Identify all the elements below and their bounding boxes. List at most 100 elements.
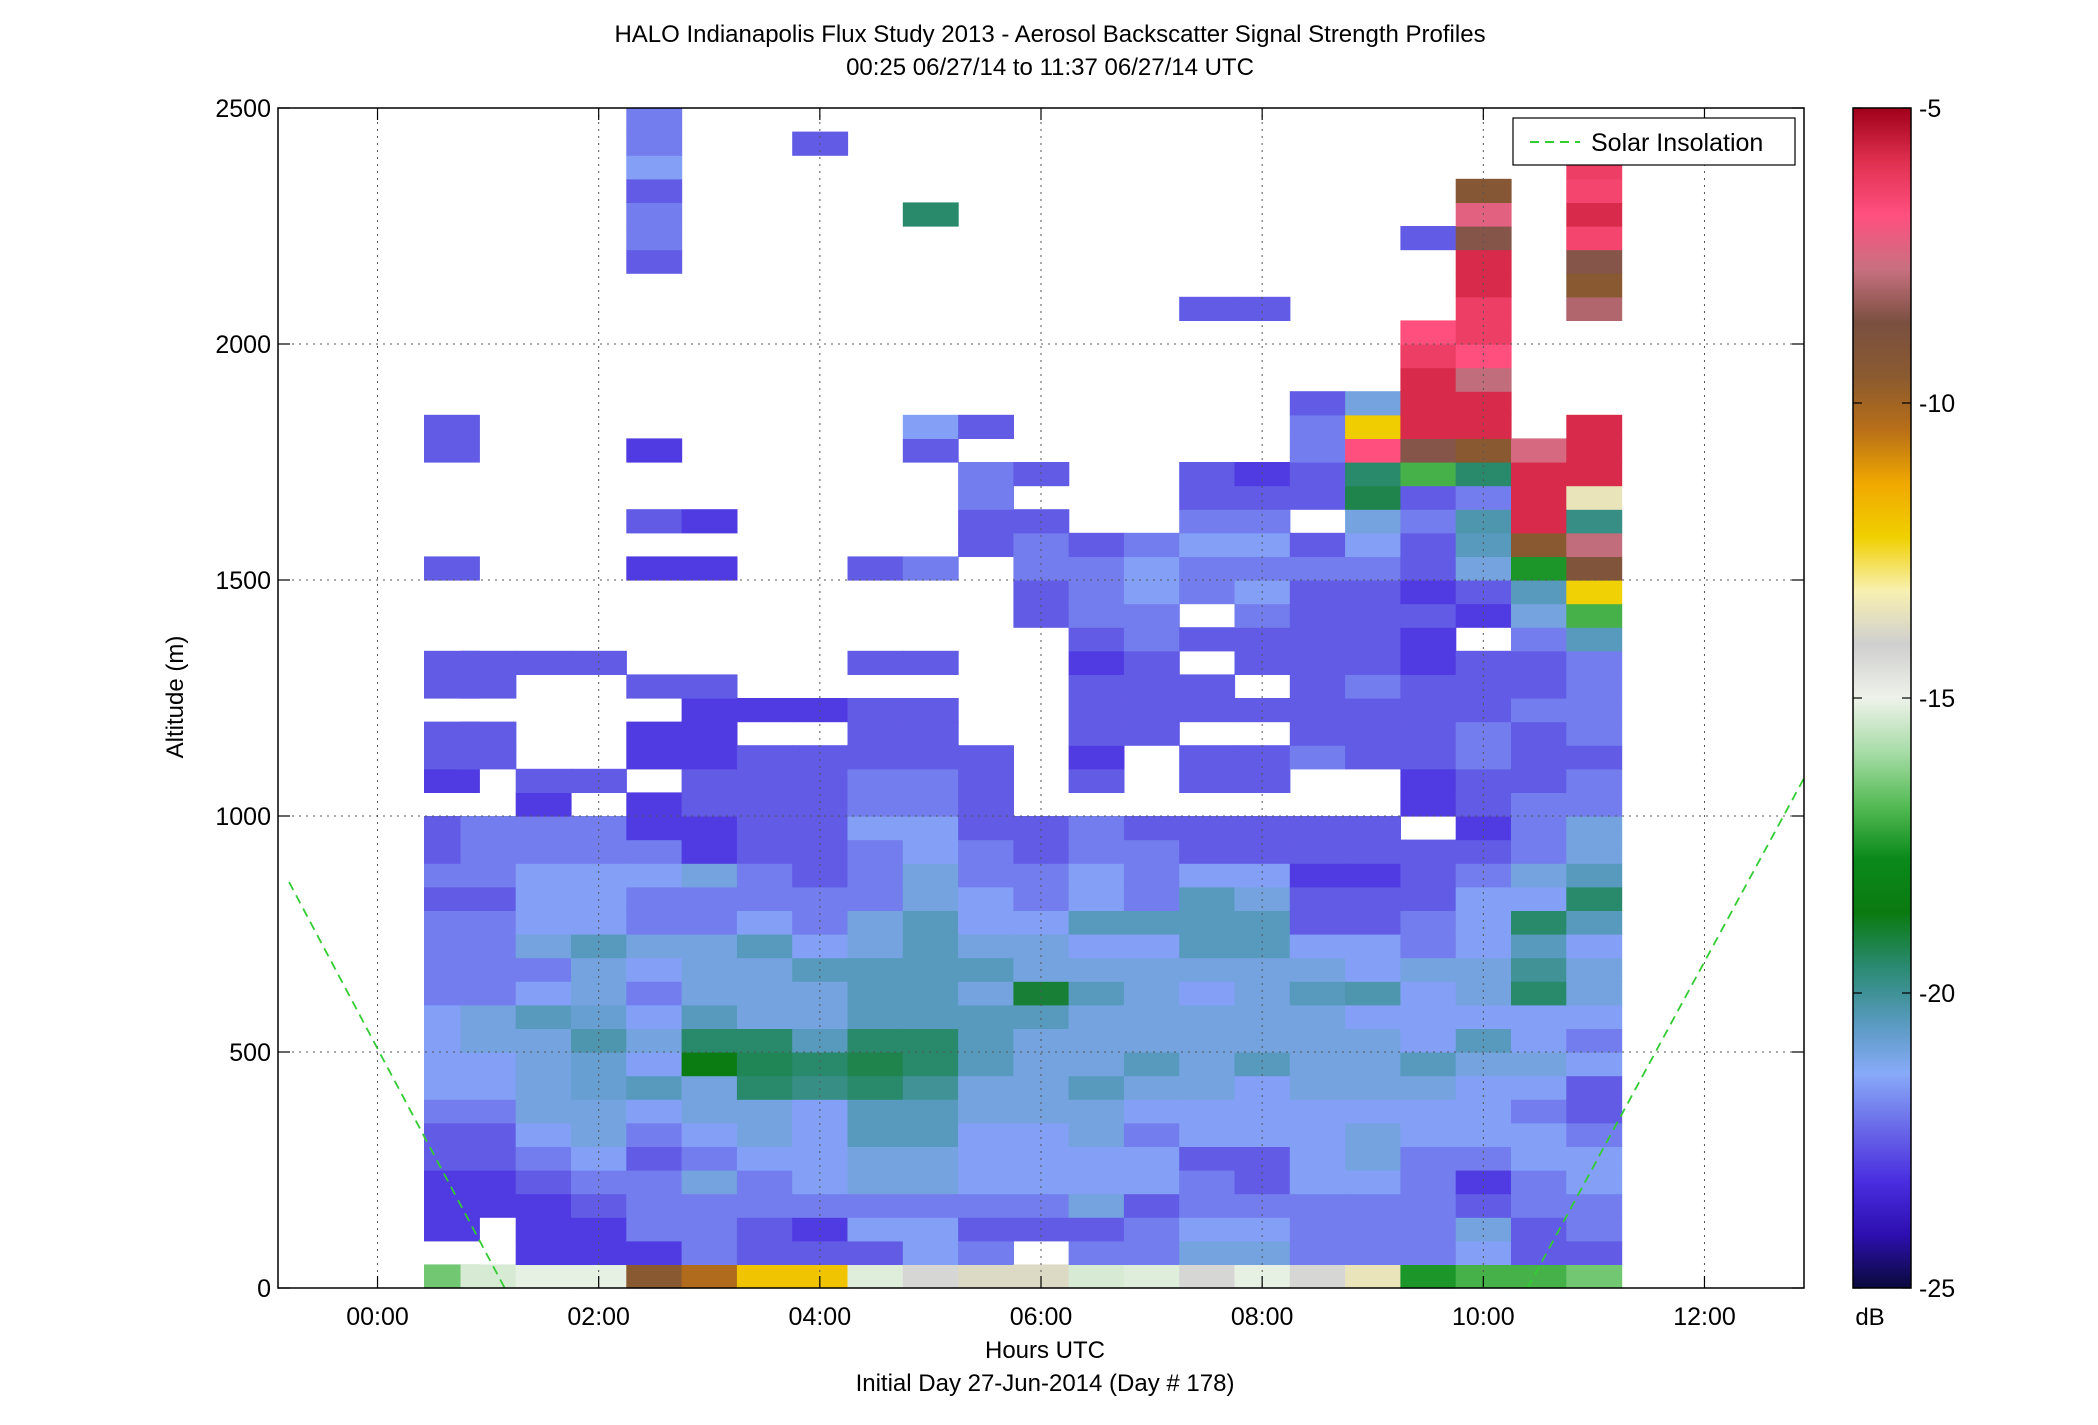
heatmap-cell: [1123, 627, 1180, 652]
heatmap-cell: [1013, 1170, 1070, 1195]
heatmap-cell: [681, 886, 738, 911]
heatmap-cell: [1068, 816, 1125, 841]
heatmap-cell: [1289, 391, 1346, 416]
heatmap-cell: [626, 131, 683, 156]
heatmap-cell: [1123, 1193, 1180, 1218]
heatmap-cell: [1179, 934, 1236, 959]
heatmap-cell: [1566, 532, 1623, 557]
heatmap-cell: [1068, 674, 1125, 699]
heatmap-cell: [1123, 580, 1180, 605]
heatmap-cell: [1289, 981, 1346, 1006]
heatmap-cell: [626, 1052, 683, 1077]
heatmap-cell: [1123, 674, 1180, 699]
x-tick-label: 02:00: [567, 1303, 630, 1331]
heatmap-cell: [1455, 745, 1512, 770]
heatmap-cell: [958, 462, 1014, 487]
heatmap-cell: [1345, 816, 1401, 841]
heatmap-cell: [1123, 839, 1180, 864]
heatmap-cell: [571, 1170, 627, 1195]
heatmap-cell: [626, 863, 683, 888]
heatmap-cell: [1289, 1240, 1346, 1265]
heatmap-cell: [1566, 650, 1623, 675]
heatmap-cell: [515, 957, 572, 982]
heatmap-cell: [515, 792, 572, 817]
heatmap-cell: [1511, 462, 1567, 487]
heatmap-cell: [958, 1264, 1014, 1289]
heatmap-cell: [847, 745, 904, 770]
heatmap-cell: [515, 1170, 572, 1195]
heatmap-cell: [1013, 556, 1070, 581]
heatmap-cell: [1345, 1240, 1401, 1265]
heatmap-cell: [1289, 957, 1346, 982]
heatmap-cell: [958, 509, 1014, 534]
heatmap-cell: [1289, 556, 1346, 581]
heatmap-cell: [1068, 721, 1125, 746]
heatmap-cell: [792, 981, 849, 1006]
heatmap-cell: [1566, 296, 1623, 321]
heatmap-cell: [1511, 674, 1567, 699]
heatmap-cell: [1234, 1193, 1291, 1218]
heatmap-cell: [1345, 1122, 1401, 1147]
solar-insolation-series: [288, 777, 1805, 1289]
heatmap-cell: [1400, 957, 1457, 982]
heatmap-cell: [1289, 580, 1346, 605]
heatmap-cell: [1013, 934, 1070, 959]
colorbar-ticks: -25 -20 -15 -10 -5: [1853, 95, 1955, 1303]
heatmap-cell: [958, 1240, 1014, 1265]
heatmap-cell: [958, 981, 1014, 1006]
heatmap-cell: [847, 1004, 904, 1029]
heatmap-cell: [1400, 580, 1457, 605]
heatmap-cell: [1400, 414, 1457, 439]
heatmap-cell: [902, 863, 959, 888]
x-tick-label: 04:00: [789, 1303, 852, 1331]
heatmap-cell: [1566, 1264, 1623, 1289]
heatmap-cell: [1123, 650, 1180, 675]
heatmap-cell: [1400, 650, 1457, 675]
heatmap-cell: [1400, 344, 1457, 369]
heatmap-cell: [736, 1146, 793, 1171]
heatmap-cell: [1068, 1217, 1125, 1242]
heatmap-cell: [1179, 580, 1236, 605]
heatmap-cell: [902, 414, 959, 439]
heatmap-cell: [1566, 1052, 1623, 1077]
heatmap-cell: [626, 792, 683, 817]
heatmap-cell: [515, 1217, 572, 1242]
heatmap-cell: [1455, 981, 1512, 1006]
heatmap-cell: [847, 957, 904, 982]
heatmap-cell: [1123, 721, 1180, 746]
heatmap-cell: [1068, 1075, 1125, 1100]
heatmap-cell: [1289, 1028, 1346, 1053]
heatmap-cell: [1068, 1052, 1125, 1077]
heatmap-cell: [1400, 603, 1457, 628]
heatmap-cell: [902, 1099, 959, 1124]
heatmap-cell: [1345, 556, 1401, 581]
heatmap-cell: [460, 1052, 517, 1077]
heatmap-cell: [847, 768, 904, 793]
heatmap-cell: [1179, 863, 1236, 888]
heatmap-cell: [902, 1122, 959, 1147]
heatmap-cell: [1455, 178, 1512, 203]
heatmap-cell: [571, 1240, 627, 1265]
heatmap-cell: [1289, 839, 1346, 864]
heatmap-cell: [1123, 1099, 1180, 1124]
heatmap-cell: [1234, 603, 1291, 628]
heatmap-cell: [1123, 1146, 1180, 1171]
heatmap-cell: [1179, 1099, 1236, 1124]
heatmap-cell: [736, 981, 793, 1006]
colorbar-tick-label: -15: [1919, 685, 1955, 713]
heatmap-cell: [424, 414, 480, 439]
heatmap-cell: [681, 910, 738, 935]
heatmap-cell: [1179, 886, 1236, 911]
heatmap-cell: [847, 556, 904, 581]
heatmap-cell: [1455, 296, 1512, 321]
heatmap-cell: [902, 650, 959, 675]
heatmap-cell: [1511, 1028, 1567, 1053]
x-tick-label: 00:00: [346, 1303, 409, 1331]
heatmap-cell: [792, 1122, 849, 1147]
x-tick-label: 10:00: [1452, 1303, 1515, 1331]
heatmap-cell: [515, 1028, 572, 1053]
colorbar-tick-label: -25: [1919, 1275, 1955, 1303]
heatmap-cell: [1511, 957, 1567, 982]
heatmap-cell: [902, 1217, 959, 1242]
